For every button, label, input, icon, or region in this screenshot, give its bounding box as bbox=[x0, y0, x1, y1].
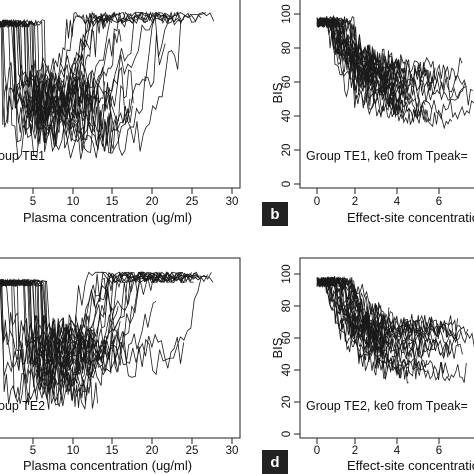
series-line bbox=[316, 277, 463, 360]
series-line bbox=[316, 277, 458, 340]
x-axis-label: Effect-site concentration bbox=[347, 458, 474, 473]
series-line bbox=[0, 11, 176, 133]
plot-frame bbox=[299, 257, 474, 439]
x-tick-label: 4 bbox=[394, 445, 401, 457]
y-tick-label: 0 bbox=[281, 431, 293, 437]
panel-annotation: Group TE2, ke0 from Tpeak= bbox=[306, 399, 468, 413]
x-axis-label: Plasma concentration (ug/ml) bbox=[23, 458, 192, 473]
x-tick-label: 2 bbox=[352, 196, 358, 208]
x-tick-label: 6 bbox=[436, 445, 442, 457]
series-line bbox=[316, 16, 405, 104]
y-tick-label: 80 bbox=[281, 300, 293, 313]
x-tick-label: 30 bbox=[226, 196, 239, 208]
y-tick-label: 40 bbox=[281, 364, 293, 377]
series-line bbox=[316, 276, 467, 383]
series-line bbox=[316, 276, 382, 342]
series-line bbox=[0, 279, 185, 372]
y-tick-label: 100 bbox=[281, 4, 293, 23]
panel-c: 051015202530Plasma concentration (ug/ml)… bbox=[0, 257, 241, 473]
x-tick-label: 5 bbox=[30, 196, 36, 208]
x-tick-label: 20 bbox=[146, 445, 159, 457]
series-line bbox=[316, 277, 474, 349]
series-line bbox=[0, 20, 98, 144]
panel-annotation: oup TE2 bbox=[0, 399, 45, 413]
panel-a: 051015202530Plasma concentration (ug/ml)… bbox=[0, 0, 241, 225]
series-line bbox=[0, 278, 118, 374]
series-line bbox=[0, 271, 214, 382]
series-line bbox=[0, 270, 183, 368]
x-tick-label: 10 bbox=[67, 196, 80, 208]
x-tick-label: 25 bbox=[186, 445, 199, 457]
y-axis-label: BIS bbox=[270, 337, 285, 358]
y-tick-label: 80 bbox=[281, 42, 293, 55]
series-line bbox=[0, 12, 114, 104]
y-tick-label: 0 bbox=[281, 181, 293, 187]
series-line bbox=[316, 277, 450, 381]
panel-letter: d bbox=[270, 454, 279, 471]
panel-letter-box bbox=[262, 450, 288, 474]
panel-letter: b bbox=[270, 206, 279, 223]
series-group bbox=[316, 275, 474, 384]
x-tick-label: 25 bbox=[186, 196, 199, 208]
x-tick-label: 30 bbox=[226, 445, 239, 457]
x-tick-label: 10 bbox=[67, 445, 80, 457]
x-tick-label: 4 bbox=[394, 196, 401, 208]
y-tick-label: 20 bbox=[281, 144, 293, 157]
x-axis-label: Plasma concentration (ug/ml) bbox=[23, 210, 192, 225]
y-tick-label: 20 bbox=[281, 396, 293, 409]
x-tick-label: 15 bbox=[106, 196, 119, 208]
series-line bbox=[316, 15, 474, 120]
x-tick-label: 15 bbox=[106, 445, 119, 457]
panel-letter-box bbox=[262, 202, 288, 226]
series-group bbox=[0, 270, 214, 411]
plot-frame bbox=[0, 257, 241, 439]
plot-frame bbox=[0, 0, 241, 189]
series-group bbox=[0, 11, 215, 161]
x-tick-label: 0 bbox=[314, 445, 320, 457]
series-line bbox=[316, 15, 417, 104]
series-line bbox=[316, 17, 395, 95]
panel-annotation: oup TE1 bbox=[0, 149, 45, 163]
y-tick-label: 40 bbox=[281, 110, 293, 123]
series-line bbox=[316, 277, 384, 350]
y-tick-label: 60 bbox=[281, 76, 293, 89]
y-tick-label: 100 bbox=[281, 264, 293, 283]
series-line bbox=[0, 12, 206, 100]
x-tick-label: 2 bbox=[352, 445, 358, 457]
x-tick-label: 5 bbox=[30, 445, 36, 457]
x-tick-label: 20 bbox=[146, 196, 159, 208]
y-axis-label: BIS bbox=[270, 82, 285, 103]
series-group bbox=[316, 14, 474, 130]
plot-frame bbox=[299, 0, 474, 189]
panel-annotation: Group TE1, ke0 from Tpeak= bbox=[306, 149, 468, 163]
y-tick-label: 60 bbox=[281, 332, 293, 345]
x-axis-label: Effect-site concentration bbox=[347, 210, 474, 225]
series-line bbox=[0, 271, 191, 411]
series-line bbox=[316, 276, 390, 353]
x-tick-label: 0 bbox=[314, 196, 320, 208]
x-tick-label: 6 bbox=[436, 196, 442, 208]
series-line bbox=[0, 279, 157, 368]
series-line bbox=[0, 18, 131, 135]
series-line bbox=[316, 17, 453, 130]
